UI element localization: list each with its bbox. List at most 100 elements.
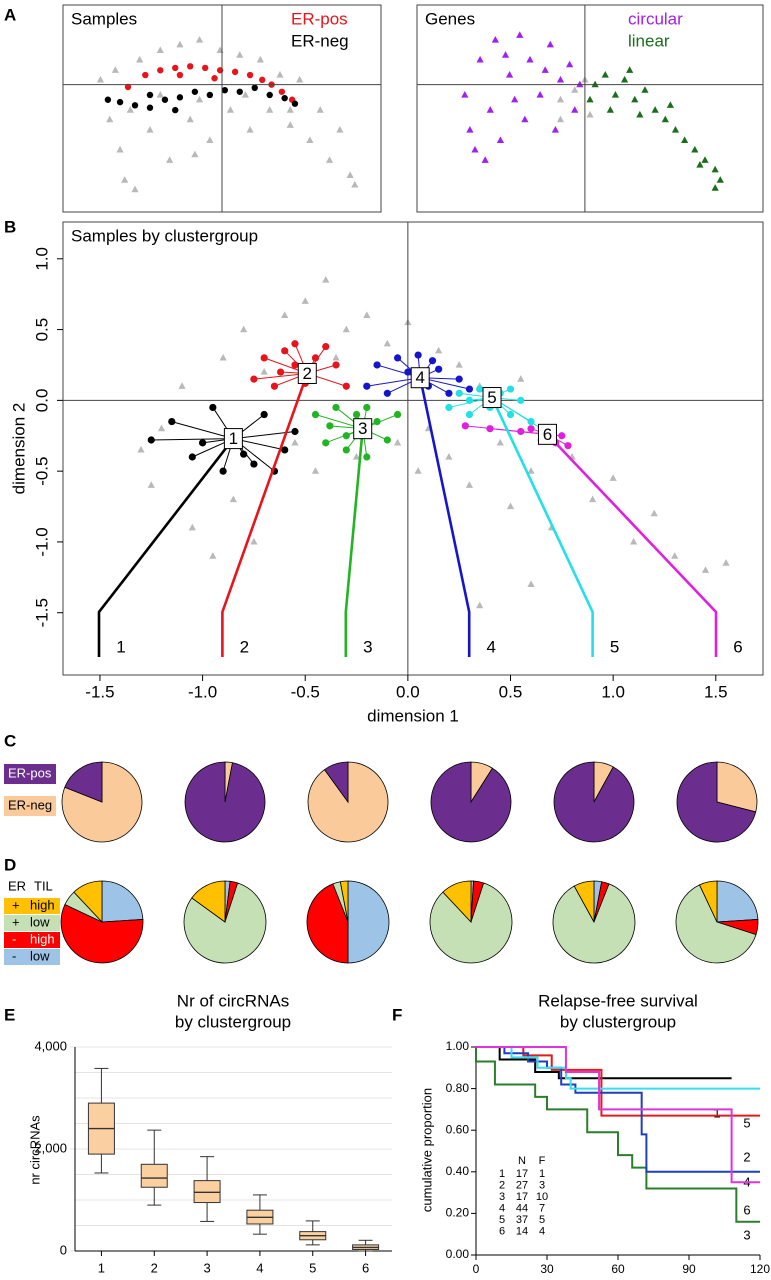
point bbox=[346, 171, 354, 178]
pie-wedge bbox=[430, 761, 512, 843]
point bbox=[471, 145, 479, 153]
point bbox=[711, 184, 719, 191]
pie-wedge bbox=[573, 880, 595, 923]
point bbox=[631, 95, 639, 103]
point bbox=[461, 90, 469, 98]
table-cell: 44 bbox=[516, 1202, 528, 1214]
point bbox=[206, 136, 214, 143]
legend-swatch bbox=[4, 949, 60, 965]
pie-wedge bbox=[442, 880, 472, 924]
point bbox=[351, 180, 359, 188]
point bbox=[219, 467, 227, 475]
point bbox=[556, 115, 565, 123]
point bbox=[116, 98, 124, 106]
point bbox=[172, 64, 179, 72]
pie-wedge bbox=[60, 904, 144, 964]
spoke bbox=[171, 421, 234, 440]
x-tick-label: 120 bbox=[750, 1262, 770, 1276]
point bbox=[195, 95, 204, 103]
point bbox=[506, 71, 514, 78]
cluster-center bbox=[353, 418, 373, 440]
point bbox=[198, 439, 207, 447]
point bbox=[696, 161, 704, 168]
cluster-center bbox=[537, 423, 557, 445]
point bbox=[556, 95, 565, 103]
panel-letter: E bbox=[4, 1005, 15, 1024]
table-cell: 6 bbox=[499, 1225, 505, 1237]
table-cell: 14 bbox=[516, 1225, 528, 1237]
point bbox=[551, 125, 559, 133]
x-tick-label: 0.5 bbox=[499, 682, 523, 701]
curve-label: 2 bbox=[743, 1149, 750, 1164]
panel-title: Samples bbox=[71, 9, 137, 28]
point bbox=[226, 106, 235, 113]
point bbox=[445, 389, 453, 397]
point bbox=[131, 102, 139, 109]
table-cell: 37 bbox=[516, 1214, 528, 1226]
box bbox=[140, 1163, 168, 1188]
legend-label: ER-neg bbox=[291, 31, 349, 50]
point bbox=[546, 40, 554, 48]
cluster-center-label: 1 bbox=[229, 429, 238, 448]
x-tick-label: 0.0 bbox=[396, 682, 420, 701]
legend-label: ER-neg bbox=[8, 797, 52, 812]
x-tick-label: 30 bbox=[540, 1262, 554, 1276]
point bbox=[281, 347, 289, 355]
point bbox=[461, 422, 469, 430]
cluster-center bbox=[297, 362, 317, 384]
point bbox=[586, 110, 594, 118]
survival-curve bbox=[476, 1046, 760, 1090]
cluster-foot-label: 4 bbox=[486, 637, 495, 656]
x-tick-label: 5 bbox=[309, 1260, 316, 1275]
legend-label: - bbox=[12, 931, 16, 946]
cluster-center bbox=[223, 428, 243, 450]
cluster-foot-label: 2 bbox=[240, 637, 249, 656]
point bbox=[716, 176, 724, 183]
point bbox=[291, 100, 299, 107]
point bbox=[291, 361, 299, 369]
point bbox=[178, 382, 186, 389]
y-axis-label: dimension 2 bbox=[9, 403, 28, 495]
point bbox=[609, 474, 617, 481]
point bbox=[168, 418, 176, 426]
point bbox=[191, 150, 199, 158]
point bbox=[465, 385, 474, 393]
point bbox=[276, 368, 285, 376]
y-tick-label: -1.0 bbox=[32, 527, 51, 556]
legend-label: ER-pos bbox=[8, 765, 52, 780]
point bbox=[221, 86, 229, 94]
point bbox=[455, 360, 463, 368]
legend-header: ER bbox=[8, 878, 26, 893]
x-axis-label: dimension 1 bbox=[367, 706, 459, 725]
cluster-center bbox=[410, 367, 430, 389]
pie-wedge bbox=[184, 761, 266, 843]
point bbox=[281, 94, 288, 102]
pie-wedge bbox=[73, 880, 103, 924]
table-cell: 2 bbox=[499, 1179, 505, 1191]
point bbox=[671, 552, 679, 559]
point bbox=[496, 136, 505, 143]
point bbox=[511, 95, 519, 103]
x-tick-label: 3 bbox=[203, 1260, 210, 1275]
point bbox=[104, 96, 112, 103]
x-tick-label: 60 bbox=[611, 1262, 625, 1276]
pie-wedge bbox=[429, 882, 513, 964]
point bbox=[332, 403, 340, 412]
leader-line bbox=[97, 437, 235, 657]
point bbox=[236, 88, 243, 95]
table-header: F bbox=[539, 1155, 546, 1167]
cluster-center bbox=[482, 387, 502, 409]
point bbox=[106, 115, 114, 123]
point bbox=[476, 601, 484, 609]
point bbox=[701, 566, 710, 573]
cluster-foot-label: 3 bbox=[363, 637, 372, 656]
panel-letter: D bbox=[4, 855, 16, 874]
point bbox=[281, 446, 289, 454]
point bbox=[187, 63, 194, 70]
point bbox=[176, 71, 184, 79]
point bbox=[506, 410, 515, 419]
point bbox=[322, 342, 330, 351]
point bbox=[541, 66, 549, 73]
point bbox=[394, 410, 402, 419]
